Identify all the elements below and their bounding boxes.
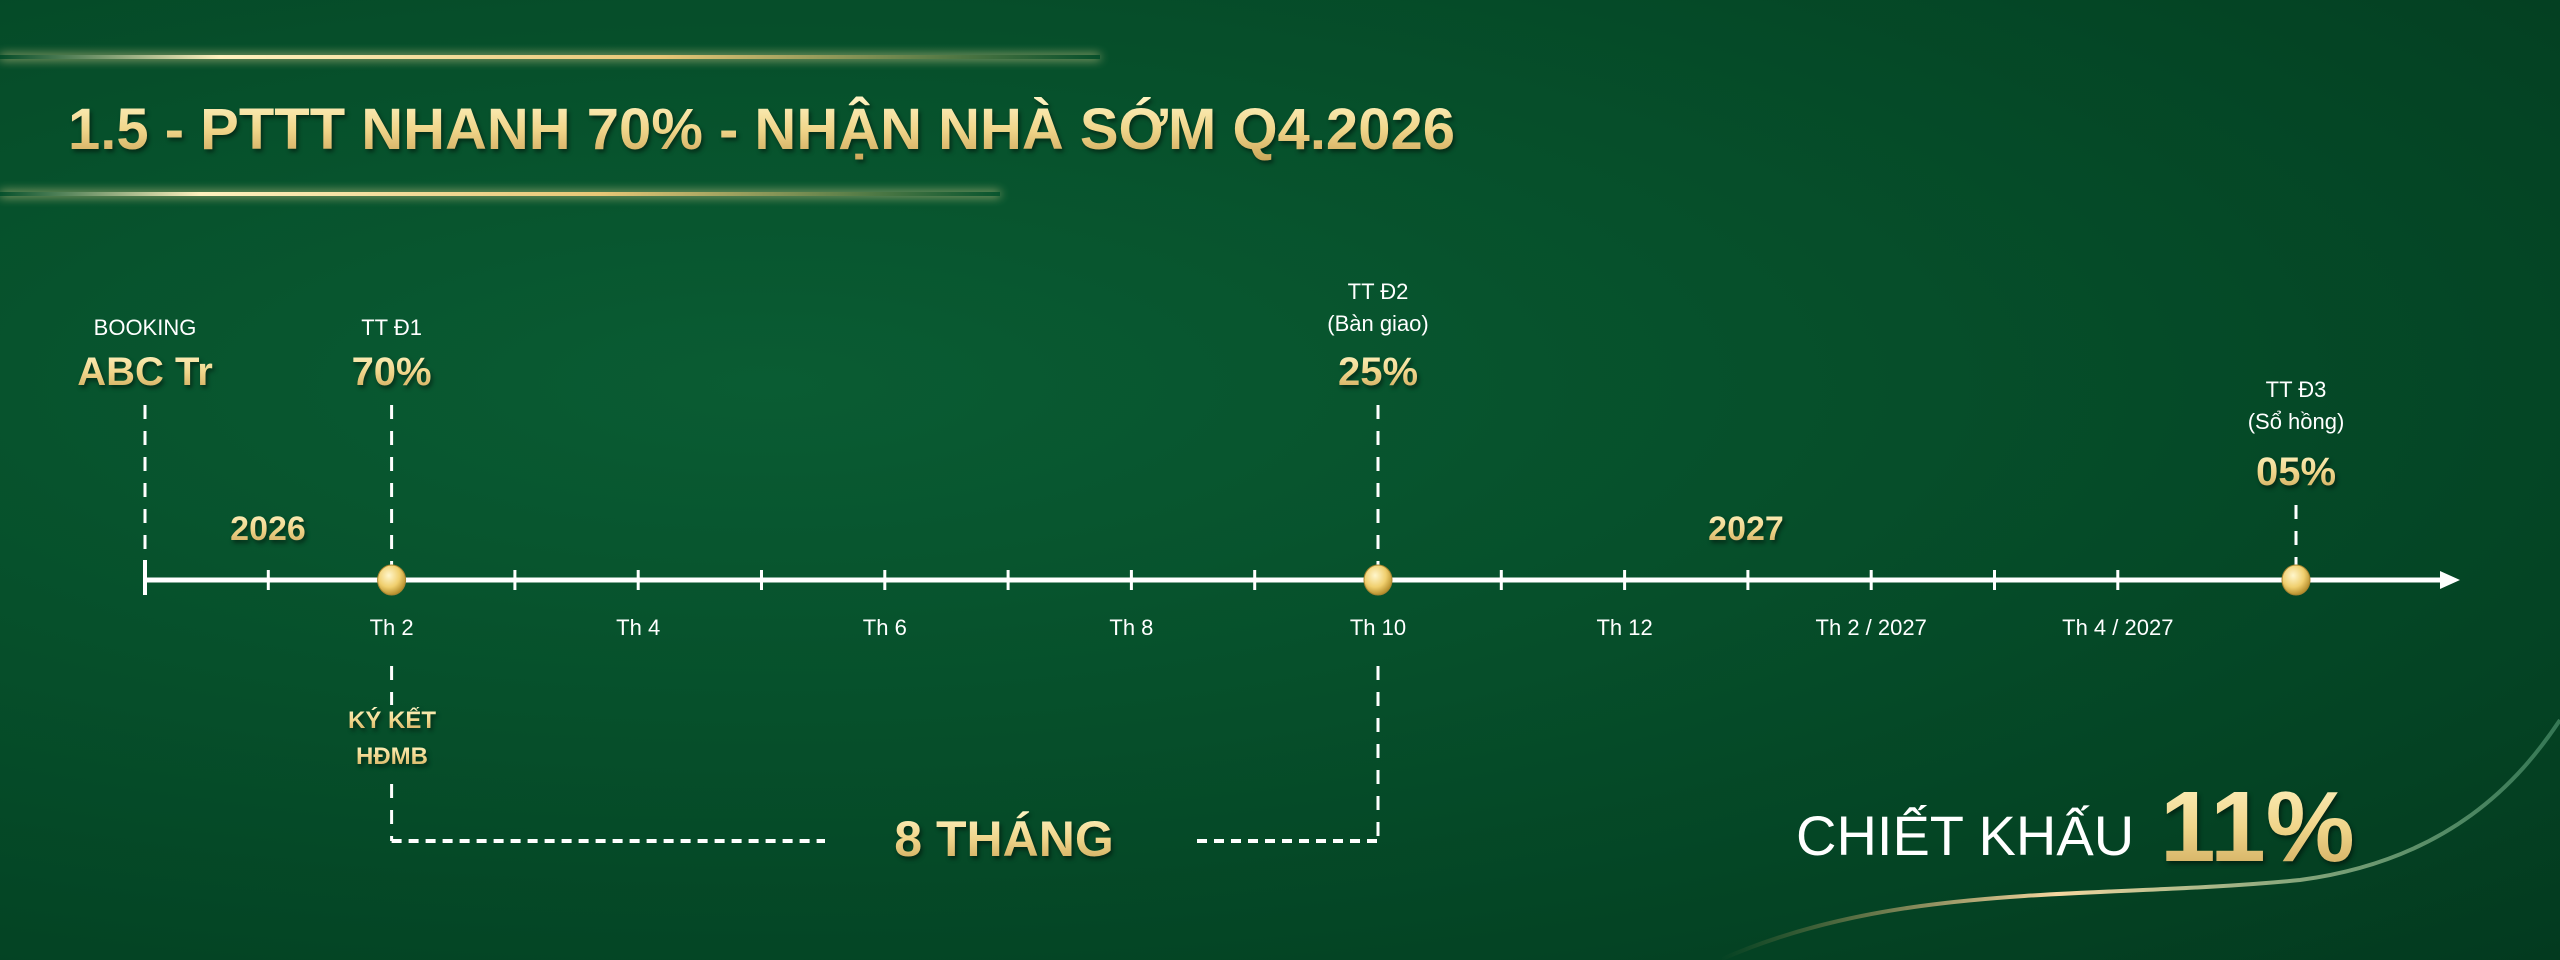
month-label: Th 4 <box>616 615 661 640</box>
month-label: Th 2 / 2027 <box>1815 615 1927 640</box>
month-label: Th 2 <box>369 615 414 640</box>
milestone-sublabel: (Bàn giao) <box>1327 311 1429 336</box>
milestone-label: TT Đ2 <box>1347 279 1409 304</box>
month-label: Th 10 <box>1349 615 1407 640</box>
discount-value: 11% <box>2160 771 2355 883</box>
milestone-label: BOOKING <box>93 315 197 340</box>
decor-gold-line-top <box>0 55 1100 59</box>
contract-label: HĐMB <box>356 743 428 770</box>
contract-label: KÝ KẾT <box>347 707 437 734</box>
decor-gold-line-bottom <box>0 192 1000 196</box>
milestone-value: 05% <box>2255 450 2337 494</box>
milestone-value: ABC Tr <box>77 350 213 394</box>
year-label: 2027 <box>1708 510 1784 548</box>
month-label: Th 8 <box>1109 615 1154 640</box>
decor-swoosh <box>1719 718 2560 960</box>
milestone-value: 70% <box>351 350 432 394</box>
page-title: 1.5 - PTTT NHANH 70% - NHẬN NHÀ SỚM Q4.2… <box>68 97 1455 162</box>
milestone-dot <box>377 564 407 596</box>
milestone-dot <box>2281 564 2311 596</box>
month-label: Th 12 <box>1596 615 1653 640</box>
milestone-label: TT Đ3 <box>2265 377 2327 402</box>
month-label: Th 6 <box>862 615 907 640</box>
milestone-value: 25% <box>1337 350 1419 394</box>
arrow-head-icon <box>2440 571 2460 589</box>
milestone-dot <box>1363 564 1393 596</box>
duration-label: 8 THÁNG <box>894 811 1114 867</box>
month-label: Th 4 / 2027 <box>2062 615 2174 640</box>
discount-label: CHIẾT KHẤU <box>1796 804 2135 867</box>
milestone-sublabel: (Sổ hồng) <box>2247 409 2345 434</box>
year-label: 2026 <box>230 510 306 548</box>
milestone-label: TT Đ1 <box>361 315 422 340</box>
